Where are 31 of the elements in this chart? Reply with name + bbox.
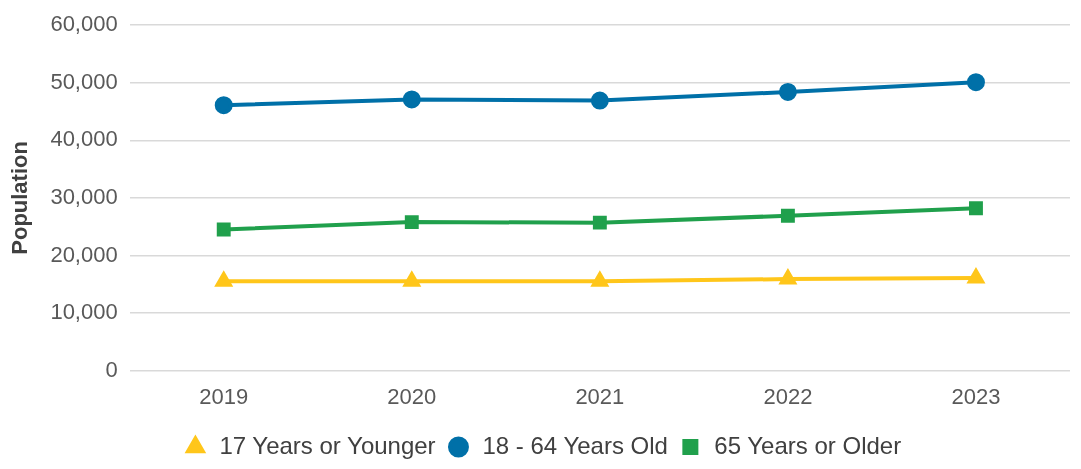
y-tick-label: 40,000 bbox=[50, 126, 118, 152]
y-tick-label: 60,000 bbox=[50, 11, 118, 37]
x-tick-label: 2022 bbox=[763, 383, 813, 409]
point bbox=[779, 270, 796, 285]
y-tick-label: 10,000 bbox=[50, 299, 118, 325]
point bbox=[966, 73, 985, 92]
point bbox=[402, 90, 421, 109]
point bbox=[780, 208, 795, 223]
legend-label: 18 - 64 Years Old bbox=[482, 431, 668, 459]
point bbox=[214, 96, 233, 115]
point bbox=[969, 201, 983, 216]
point bbox=[778, 82, 797, 101]
y-tick-label: 0 bbox=[105, 356, 118, 382]
x-tick-label: 2019 bbox=[199, 383, 249, 409]
point bbox=[590, 91, 609, 110]
legend-label: 65 Years or Older bbox=[714, 431, 902, 459]
point bbox=[216, 222, 231, 237]
y-tick-label: 30,000 bbox=[50, 183, 118, 209]
point bbox=[403, 272, 420, 287]
y-tick-label: 20,000 bbox=[50, 241, 118, 267]
y-tick-label: 50,000 bbox=[50, 68, 118, 94]
y-axis-title: Population bbox=[7, 141, 33, 255]
x-tick-label: 2023 bbox=[951, 383, 1001, 409]
point bbox=[967, 268, 985, 284]
legend-label: 17 Years or Younger bbox=[219, 431, 436, 459]
point bbox=[215, 272, 232, 287]
point bbox=[592, 215, 607, 230]
x-tick-label: 2021 bbox=[575, 383, 625, 409]
x-tick-label: 2020 bbox=[387, 383, 437, 409]
point bbox=[591, 272, 608, 287]
point bbox=[404, 215, 419, 230]
